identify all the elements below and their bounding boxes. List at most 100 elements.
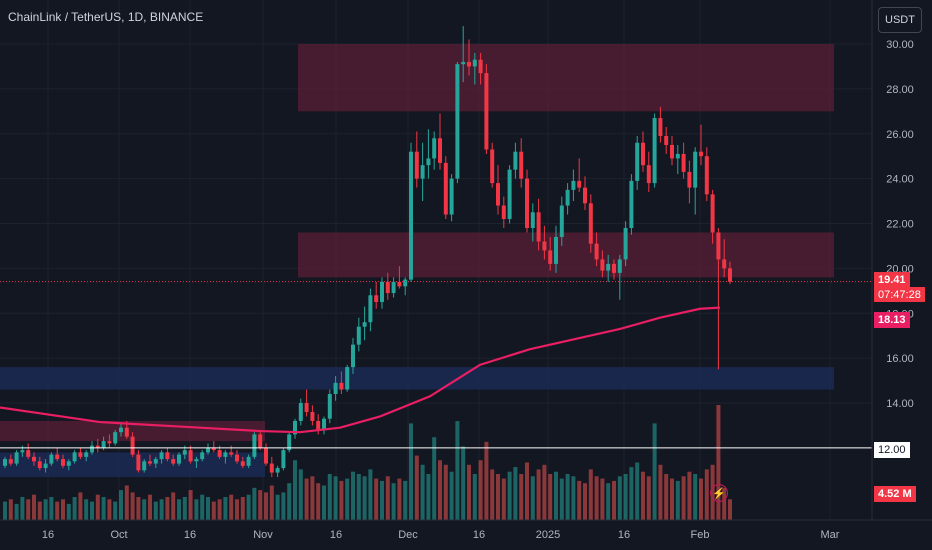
candle-body (687, 171, 692, 188)
volume-bar (258, 490, 263, 520)
chart-zones (0, 44, 834, 478)
volume-bar (617, 476, 622, 520)
volume-bar (571, 476, 576, 520)
volume-bar (26, 499, 31, 520)
candle-body (414, 151, 419, 179)
candle-body (652, 118, 657, 184)
candle-body (612, 263, 616, 273)
volume-bar (293, 460, 297, 520)
candle-body (217, 450, 222, 457)
y-tick-label: 16.00 (886, 353, 914, 365)
volume-bar (513, 467, 518, 520)
volume-bar (211, 501, 216, 520)
volume-bars (3, 405, 732, 520)
x-tick-label: 16 (42, 529, 54, 541)
volume-bar (113, 501, 118, 520)
volume-bar (339, 480, 344, 520)
candle-body (107, 441, 112, 444)
candle-body (136, 454, 141, 471)
volume-bar (722, 487, 727, 520)
volume-bar (322, 485, 326, 520)
volume-bar (61, 499, 65, 520)
candle-body (496, 183, 500, 206)
volume-bar (37, 501, 42, 520)
volume-bar (629, 467, 634, 520)
candle-body (95, 445, 100, 448)
candle-body (200, 452, 205, 460)
candle-body (316, 420, 321, 430)
symbol-title: ChainLink / TetherUS, 1D, BINANCE (8, 10, 204, 24)
candle-body (484, 73, 489, 150)
lightning-icon[interactable]: ⚡ (710, 484, 728, 502)
volume-bar (478, 460, 483, 520)
candle-body (298, 403, 303, 421)
volume-bar (496, 474, 500, 520)
volume-bar (130, 492, 135, 520)
volume-bar (472, 474, 477, 520)
volume-bar (687, 471, 692, 520)
volume-bar (55, 501, 60, 520)
volume-bar (403, 480, 408, 520)
volume-bar (612, 480, 616, 520)
volume-bar (658, 464, 663, 520)
candle-body (670, 144, 674, 159)
candle-body (455, 64, 460, 179)
volume-bar (235, 499, 239, 520)
volume-bar (8, 499, 13, 520)
volume-bar (32, 494, 36, 520)
candle-body (559, 205, 564, 237)
candle-body (275, 468, 280, 473)
y-tick-label: 30.00 (886, 39, 914, 51)
volume-bar (583, 483, 587, 520)
volume-bar (432, 437, 437, 520)
volume-bar (72, 497, 77, 520)
candle-body (229, 452, 234, 455)
candle-body (409, 151, 413, 280)
volume-bar (716, 405, 721, 520)
candle-body (617, 259, 622, 273)
candle-body (37, 461, 42, 469)
volume-bar (536, 469, 541, 520)
volume-bar (351, 471, 355, 520)
candle-body (490, 149, 495, 184)
zone-red (298, 44, 834, 112)
volume-bar (119, 490, 123, 520)
candle-body (542, 241, 547, 251)
candle-body (664, 135, 669, 145)
volume-bar (554, 471, 558, 520)
candle-body (362, 322, 367, 327)
x-tick-label: Feb (691, 529, 710, 541)
candle-body (8, 459, 13, 464)
horizontal-line-label: 12.00 (874, 442, 910, 458)
candle-body (368, 295, 373, 323)
currency-button[interactable]: USDT (878, 7, 922, 33)
volume-bar (507, 471, 512, 520)
candle-body (681, 153, 686, 172)
volume-bar (397, 478, 402, 520)
x-tick-label: 16 (618, 529, 630, 541)
candle-body (704, 156, 709, 195)
volume-bar (409, 423, 413, 520)
last-price-label: 19.41 (874, 272, 910, 287)
candle-body (20, 450, 25, 453)
candle-body (55, 454, 60, 460)
volume-bar (681, 476, 686, 520)
volume-bar (206, 497, 210, 520)
volume-bar (177, 499, 181, 520)
volume-bar (443, 464, 448, 520)
candle-body (478, 59, 483, 74)
candle-body (188, 450, 193, 462)
candle-body (49, 454, 54, 464)
volume-bar (467, 464, 471, 520)
price-axis: 14.0016.0018.0020.0022.0024.0026.0028.00… (871, 0, 914, 520)
candle-body (629, 180, 634, 228)
candle-body (171, 459, 176, 464)
candle-body (293, 420, 297, 435)
volume-bar (490, 469, 495, 520)
x-tick-label: 2025 (536, 529, 560, 541)
candle-body (177, 454, 181, 464)
volume-bar (240, 497, 245, 520)
volume-bar (66, 503, 71, 520)
volume-bar (519, 474, 524, 520)
